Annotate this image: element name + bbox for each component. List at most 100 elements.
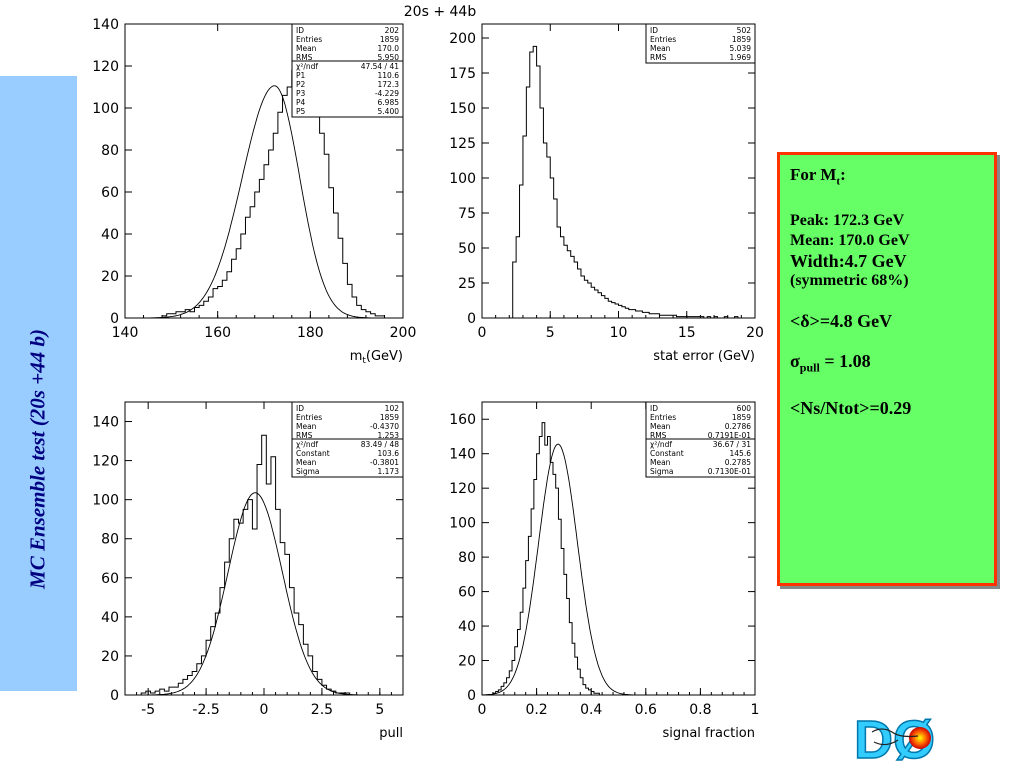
pull-histogram-plot: -5 -2.5 0 2.5 5 0 20 40 60 80 100 120 140 pull ID 102 En… [92,401,404,741]
stats-value: 145.6 [730,449,752,458]
stats-value: 0.2785 [725,458,751,467]
x-axis-label: pull [379,726,403,741]
x-tick-label: -2.5 [192,702,219,718]
stats-value: 5.950 [378,53,400,62]
info-width: Width:4.7 GeV [790,251,907,272]
x-tick-label: -5 [141,702,155,718]
stats-label: P3 [296,89,306,98]
stats-label: RMS [296,431,313,440]
stats-label: Entries [296,413,322,422]
stats-value: 1859 [380,413,399,422]
y-tick-label: 140 [92,415,119,431]
stats-value: 6.985 [378,98,400,107]
y-tick-label: 50 [458,241,476,257]
x-tick-label: 0 [478,702,487,718]
y-tick-label: 120 [449,481,476,497]
sidebar-panel: MC Ensemble test (20s +44 b) [0,76,77,691]
y-tick-label: 200 [449,31,476,47]
stats-label: Mean [650,458,671,467]
stats-label: P2 [296,80,306,89]
stats-label: Mean [296,422,317,431]
x-tick-label: 0 [478,325,487,341]
histogram-steps [161,50,385,318]
stats-value: 600 [737,404,752,413]
stats-value: 1859 [380,35,399,44]
plot-frame [124,23,404,319]
stats-value: 1.969 [730,53,752,62]
signal-fraction-histogram-plot: 0 0.2 0.4 0.6 0.8 1 0 20 40 60 80 100 120 140 160 signa… [449,401,759,741]
y-tick-label: 140 [449,447,476,463]
logo-track-icon [871,728,919,738]
stats-label: Sigma [296,467,320,476]
stats-label: ID [650,404,658,413]
y-tick-label: 0 [110,688,119,704]
stats-label: RMS [650,431,667,440]
stats-label: RMS [650,53,667,62]
stats-label: P4 [296,98,306,107]
x-tick-label: 2.5 [311,702,333,718]
y-tick-label: 0 [110,311,119,327]
y-tick-label: 80 [458,550,476,566]
stats-value: -0.4370 [370,422,399,431]
y-tick-label: 40 [101,227,119,243]
info-symmetric: (symmetric 68%) [790,272,909,290]
info-pull-sigma: σpull = 1.08 [790,351,871,375]
x-tick-label: 0 [260,702,269,718]
x-axis-label: stat error (GeV) [653,349,755,364]
stats-label: Mean [296,44,317,53]
fit-curve [125,85,403,319]
y-tick-label: 140 [92,17,119,33]
x-axis-label: signal fraction [662,726,755,741]
x-tick-label: 0.8 [689,702,711,718]
stats-label: Entries [650,413,676,422]
stats-label: P1 [296,71,306,80]
info-peak: Peak: 172.3 GeV [790,212,905,230]
stats-label: ID [296,26,304,35]
stats-value: -4.229 [375,89,399,98]
stats-value: 0.7191E-01 [708,431,751,440]
stats-value: 202 [385,26,400,35]
info-mean: Mean: 170.0 GeV [790,232,910,250]
y-tick-label: 150 [449,101,476,117]
y-tick-label: 40 [458,619,476,635]
stats-label: Mean [650,44,671,53]
fit-curve [481,443,755,696]
stats-value: 110.6 [378,71,400,80]
stats-label: Entries [296,35,322,44]
stats-label: ID [296,404,304,413]
y-tick-label: 20 [101,269,119,285]
y-tick-label: 20 [458,654,476,670]
x-tick-label: 200 [390,325,417,341]
stats-value: 5.400 [378,107,400,116]
x-tick-label: 10 [610,325,628,341]
y-tick-label: 100 [449,516,476,532]
stats-label: χ²/ndf [296,440,318,449]
y-tick-label: 125 [449,136,476,152]
histogram-steps [136,434,359,696]
y-tick-label: 120 [92,454,119,470]
y-tick-label: 160 [449,412,476,428]
x-tick-label: 180 [297,325,324,341]
x-tick-label: 5 [546,325,555,341]
logo-track-icon-2 [873,739,899,746]
plot-frame [481,401,756,696]
x-tick-label: 20 [746,325,764,341]
results-summary-box: For Mt: Peak: 172.3 GeV Mean: 170.0 GeV … [777,152,997,586]
stats-value: 102 [385,404,400,413]
x-tick-label: 160 [204,325,231,341]
stats-value: 5.039 [730,44,752,53]
x-tick-label: 0.4 [580,702,602,718]
y-tick-label: 120 [92,59,119,75]
stats-value: 47.54 / 41 [361,62,400,71]
stats-value: 1859 [732,413,751,422]
y-tick-label: 25 [458,276,476,292]
stats-value: 1.253 [378,431,400,440]
stats-box [645,23,756,64]
stats-label: RMS [296,53,313,62]
stats-value: 502 [737,26,752,35]
stats-value: 1859 [732,35,751,44]
info-signal-fraction: <Ns/Ntot>=0.29 [790,397,912,418]
y-tick-label: 75 [458,206,476,222]
mt-histogram-plot: 140 160 180 200 0 20 40 60 80 100 120 140 mt(GeV) ID 2… [92,17,416,366]
